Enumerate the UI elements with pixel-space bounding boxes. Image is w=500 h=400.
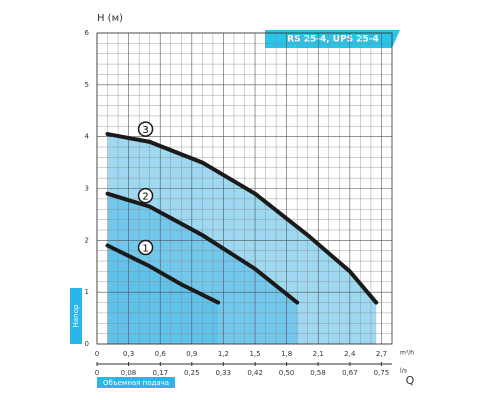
y-tick-label: 5 xyxy=(85,81,89,89)
x2-tick-label: 0,50 xyxy=(279,369,295,377)
x2-tick-label: 0 xyxy=(95,369,99,377)
x-tick-label: 1,8 xyxy=(281,350,292,358)
y-tick-label: 3 xyxy=(85,185,89,193)
y-axis-label: H (м) xyxy=(97,13,123,24)
y-tick-label: 2 xyxy=(85,236,89,244)
y-tick-label: 0 xyxy=(85,340,89,348)
x2-tick-label: 0,25 xyxy=(184,369,200,377)
y-name-box xyxy=(70,288,82,344)
x-tick-label: 2,4 xyxy=(344,350,356,358)
curve-label: 2 xyxy=(142,192,148,203)
x-axis-name: Объемная подача xyxy=(103,379,169,387)
x-symbol: Q xyxy=(406,374,415,387)
chart-title: RS 25-4, UPS 25-4 xyxy=(287,35,379,45)
curve-label: 1 xyxy=(142,244,148,255)
x-tick-label: 0,3 xyxy=(123,350,134,358)
curve-marker xyxy=(137,187,154,204)
x2-tick-label: 0,42 xyxy=(247,369,263,377)
x-tick-label: 2,7 xyxy=(376,350,387,358)
x-tick-label: 0 xyxy=(95,350,99,358)
x2-tick-label: 0,67 xyxy=(342,369,358,377)
x-tick-label: 1,5 xyxy=(249,350,260,358)
curve-marker xyxy=(137,121,154,137)
y-tick-label: 6 xyxy=(85,29,90,37)
x-unit: m³/h xyxy=(400,350,414,357)
x2-tick-label: 0,08 xyxy=(121,369,137,377)
curve-label: 3 xyxy=(142,125,148,136)
x-tick-label: 2,1 xyxy=(313,350,324,358)
x2-tick-label: 0,75 xyxy=(374,369,390,377)
x2-tick-label: 0,58 xyxy=(310,369,326,377)
y-tick-label: 1 xyxy=(85,288,89,296)
x-name-box xyxy=(97,377,175,388)
plot-frame xyxy=(96,32,393,345)
x-tick-label: 0,9 xyxy=(186,350,197,358)
x2-tick-label: 0,33 xyxy=(215,369,231,377)
x-tick-label: 1,2 xyxy=(218,350,229,358)
x2-unit: l/s xyxy=(400,368,407,375)
pump-curve xyxy=(105,191,300,305)
curve-marker xyxy=(137,239,154,256)
y-axis-name: Напор xyxy=(72,304,80,327)
x2-tick-label: 0,17 xyxy=(153,369,169,377)
operating-area xyxy=(107,134,377,344)
x-tick-label: 0,6 xyxy=(155,350,167,358)
pump-curve xyxy=(105,243,221,305)
pump-curve xyxy=(105,132,379,305)
y-tick-label: 4 xyxy=(85,133,90,141)
operating-area xyxy=(107,245,219,344)
